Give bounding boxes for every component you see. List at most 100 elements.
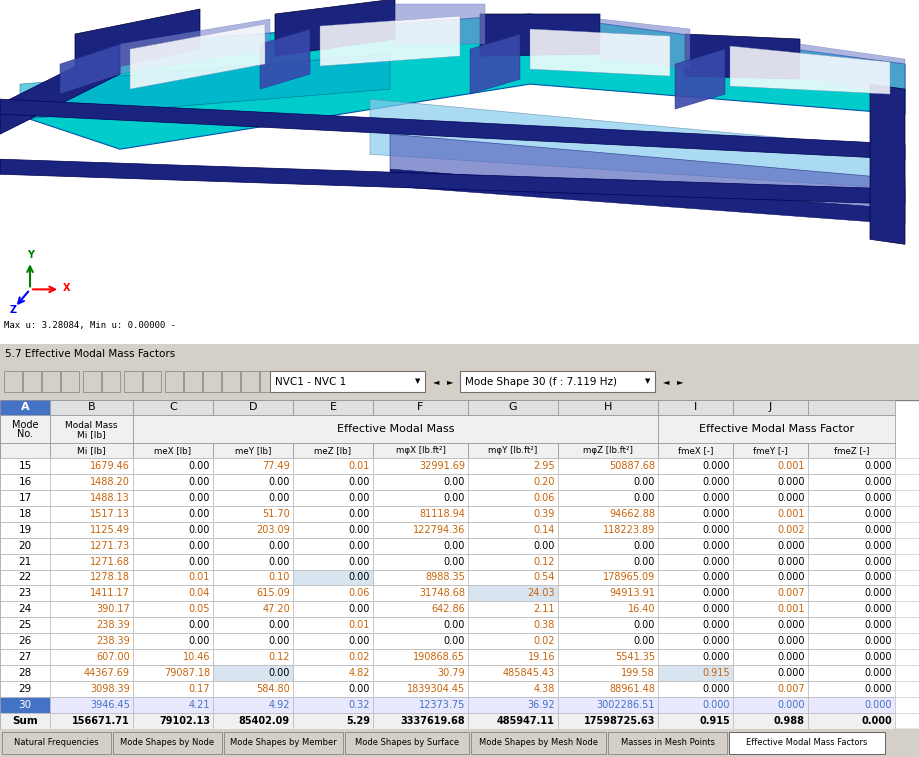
Bar <box>732 665 807 681</box>
Text: 79087.18: 79087.18 <box>164 668 210 678</box>
Polygon shape <box>390 170 904 224</box>
Bar <box>50 618 133 634</box>
Text: 0.001: 0.001 <box>777 604 804 615</box>
Text: I: I <box>693 402 697 413</box>
Text: 0.000: 0.000 <box>702 700 729 710</box>
Text: 0.05: 0.05 <box>188 604 210 615</box>
Text: 5541.35: 5541.35 <box>614 653 654 662</box>
Bar <box>278 372 297 391</box>
Text: 0.01: 0.01 <box>348 461 369 471</box>
Bar <box>558 618 657 634</box>
Text: Effective Modal Mass Factor: Effective Modal Mass Factor <box>698 424 853 434</box>
Bar <box>292 618 372 634</box>
Bar <box>807 713 894 729</box>
Text: 0.00: 0.00 <box>443 620 464 631</box>
Bar <box>50 490 133 506</box>
Text: Mode Shapes by Surface: Mode Shapes by Surface <box>355 739 459 747</box>
Text: 0.000: 0.000 <box>864 620 891 631</box>
Text: 0.01: 0.01 <box>348 620 369 631</box>
Text: 4.82: 4.82 <box>348 668 369 678</box>
Bar <box>213 474 292 490</box>
Bar <box>657 553 732 569</box>
Polygon shape <box>0 99 904 159</box>
Bar <box>0 537 50 553</box>
Text: 0.000: 0.000 <box>864 493 891 503</box>
Text: 5.7 Effective Modal Mass Factors: 5.7 Effective Modal Mass Factors <box>5 349 175 359</box>
Bar <box>372 458 468 474</box>
Bar <box>292 634 372 650</box>
Bar <box>213 634 292 650</box>
Text: 0.00: 0.00 <box>268 493 289 503</box>
Bar <box>50 697 133 713</box>
Text: 485947.11: 485947.11 <box>496 716 554 726</box>
Bar <box>4 372 22 391</box>
Text: 24.03: 24.03 <box>527 588 554 599</box>
Bar <box>732 569 807 585</box>
Text: Mi [lb]: Mi [lb] <box>77 446 106 455</box>
Text: 5.29: 5.29 <box>346 716 369 726</box>
Polygon shape <box>675 49 724 109</box>
Text: 0.38: 0.38 <box>533 620 554 631</box>
Bar <box>213 601 292 618</box>
Text: 0.000: 0.000 <box>777 700 804 710</box>
Text: 23: 23 <box>18 588 31 599</box>
Bar <box>468 697 558 713</box>
Text: 238.39: 238.39 <box>96 637 130 646</box>
Text: 17: 17 <box>18 493 31 503</box>
Text: 0.00: 0.00 <box>268 556 289 566</box>
Bar <box>0 415 50 443</box>
Text: 0.00: 0.00 <box>268 477 289 487</box>
Text: A: A <box>20 402 29 413</box>
Text: Natural Frequencies: Natural Frequencies <box>14 739 98 747</box>
Bar <box>468 443 558 458</box>
Text: ◄: ◄ <box>663 377 669 386</box>
Text: 0.00: 0.00 <box>268 620 289 631</box>
Text: 1488.13: 1488.13 <box>90 493 130 503</box>
Polygon shape <box>729 46 889 94</box>
Text: 0.00: 0.00 <box>268 668 289 678</box>
Bar <box>0 713 50 729</box>
Bar <box>0 585 50 601</box>
Bar <box>807 618 894 634</box>
Bar <box>213 443 292 458</box>
Text: E: E <box>329 402 336 413</box>
Text: 0.00: 0.00 <box>348 572 369 582</box>
Bar <box>292 681 372 697</box>
Bar <box>732 634 807 650</box>
Text: 0.32: 0.32 <box>348 700 369 710</box>
Bar <box>292 569 372 585</box>
Text: 94662.88: 94662.88 <box>608 509 654 519</box>
Text: 0.00: 0.00 <box>443 637 464 646</box>
Bar <box>558 458 657 474</box>
Bar <box>213 569 292 585</box>
Bar <box>213 522 292 537</box>
Polygon shape <box>369 99 904 189</box>
Text: 0.00: 0.00 <box>443 477 464 487</box>
Text: 22: 22 <box>18 572 31 582</box>
Bar <box>807 458 894 474</box>
Bar <box>657 400 732 415</box>
Bar <box>0 665 50 681</box>
Text: 4.38: 4.38 <box>533 684 554 694</box>
Bar <box>50 553 133 569</box>
Bar <box>292 697 372 713</box>
Text: 0.10: 0.10 <box>268 572 289 582</box>
Text: 0.00: 0.00 <box>348 509 369 519</box>
Polygon shape <box>275 0 394 56</box>
Text: 0.000: 0.000 <box>702 477 729 487</box>
Bar <box>0 443 50 458</box>
Bar <box>0 506 50 522</box>
Bar <box>133 474 213 490</box>
Bar <box>0 553 50 569</box>
Bar <box>558 650 657 665</box>
Polygon shape <box>869 84 904 245</box>
Text: 0.000: 0.000 <box>864 572 891 582</box>
Text: 44367.69: 44367.69 <box>84 668 130 678</box>
Text: 0.00: 0.00 <box>633 620 654 631</box>
Polygon shape <box>0 44 119 134</box>
Text: 0.000: 0.000 <box>702 540 729 550</box>
Text: ►: ► <box>676 377 683 386</box>
Bar <box>292 585 372 601</box>
Bar <box>50 713 133 729</box>
Bar <box>657 697 732 713</box>
